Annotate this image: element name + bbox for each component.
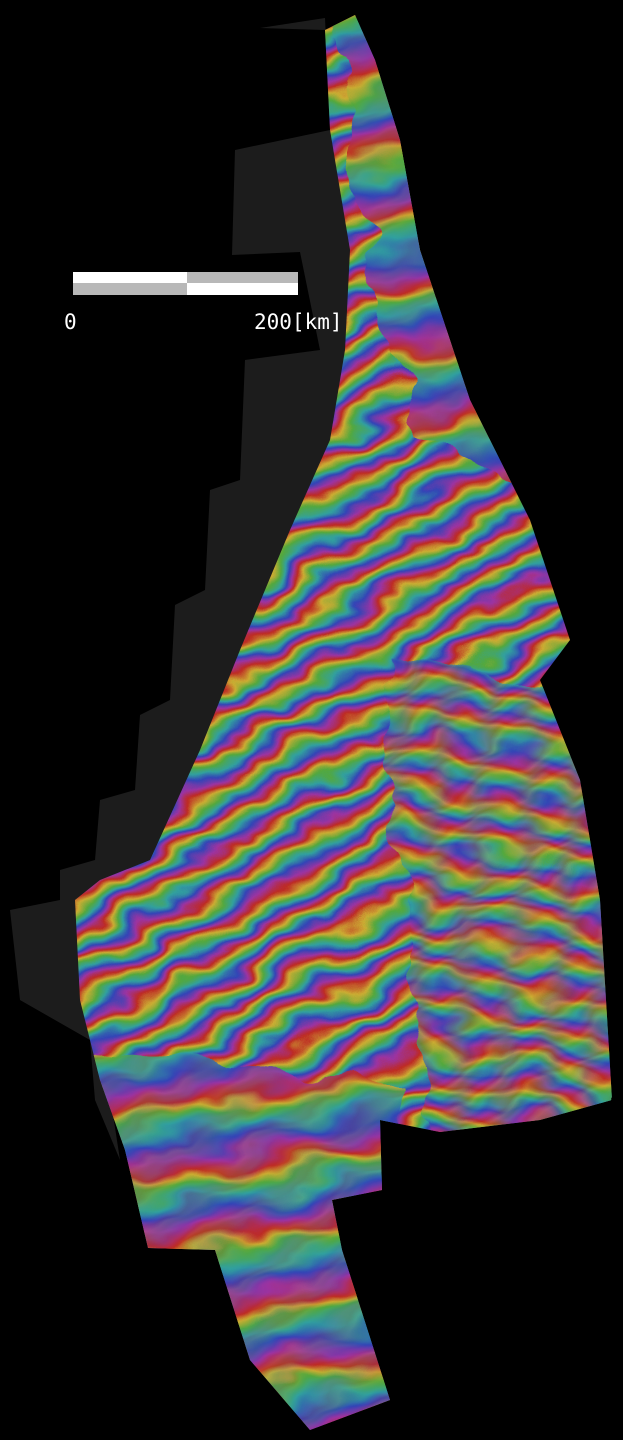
- scale-segment: [187, 272, 298, 283]
- scale-end-label: 200[km]: [254, 310, 343, 334]
- scale-segment: [187, 283, 298, 295]
- scale-segment: [73, 283, 187, 295]
- scale-segment: [73, 272, 187, 283]
- scale-bar: 0 200[km]: [64, 272, 343, 334]
- sar-amplitude-tiles: [10, 18, 350, 1160]
- scale-start-label: 0: [64, 310, 77, 334]
